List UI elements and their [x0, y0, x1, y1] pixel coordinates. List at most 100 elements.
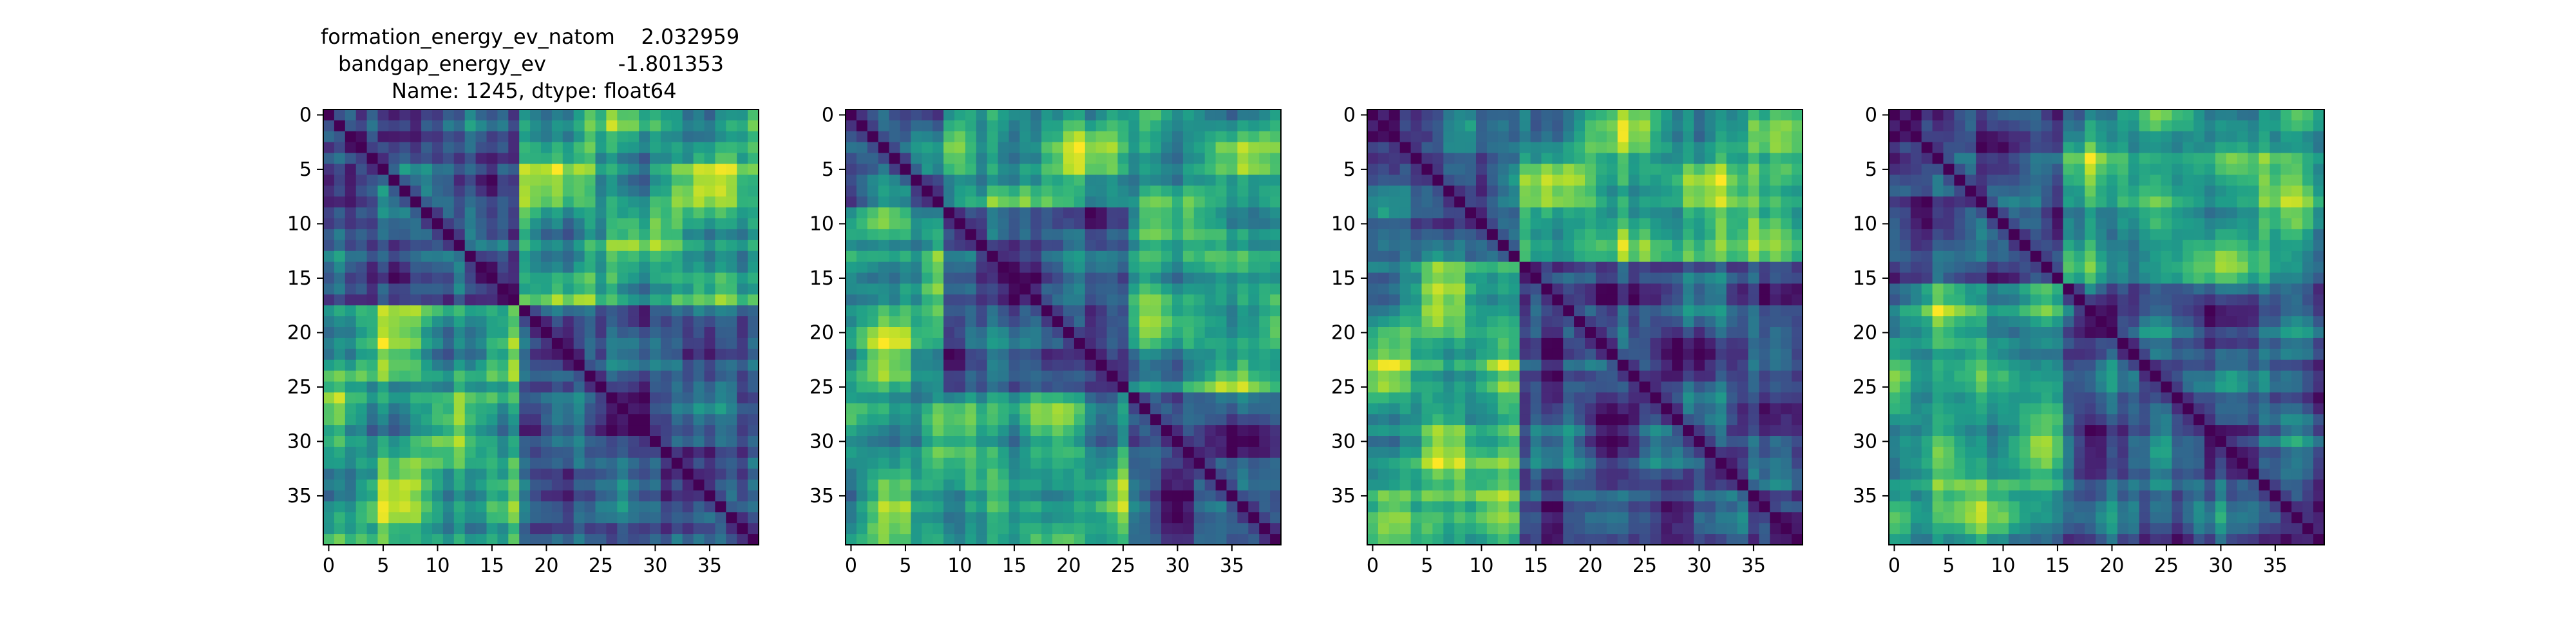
heatmap-cell — [726, 283, 737, 295]
heatmap-cell — [933, 337, 944, 350]
heatmap-cell — [954, 207, 966, 219]
heatmap-cell — [660, 501, 672, 513]
heatmap-cell — [1259, 370, 1271, 382]
heatmap-cell — [715, 294, 726, 306]
heatmap-cell — [345, 523, 357, 535]
heatmap-cell — [1770, 229, 1781, 241]
heatmap-cell — [1150, 294, 1162, 306]
heatmap-cell — [323, 490, 335, 502]
heatmap-cell — [911, 283, 922, 295]
heatmap-cell — [464, 316, 477, 328]
heatmap-cell — [1399, 316, 1412, 328]
heatmap-cell — [639, 153, 650, 164]
heatmap-cell — [1388, 185, 1401, 197]
heatmap-cell — [1639, 153, 1651, 164]
heatmap-cell — [1486, 381, 1499, 393]
heatmap-cell — [1628, 196, 1640, 208]
heatmap-cell — [748, 425, 759, 437]
heatmap-cell — [1270, 240, 1282, 252]
heatmap-cell — [2107, 109, 2118, 121]
heatmap-cell — [693, 109, 705, 121]
heatmap-cell — [954, 425, 966, 437]
heatmap-cell — [1672, 403, 1683, 415]
heatmap-cell — [442, 479, 455, 491]
heatmap-cell — [1106, 381, 1118, 393]
heatmap-cell — [1497, 359, 1510, 372]
heatmap-cell — [726, 523, 737, 535]
heatmap-cell — [1715, 283, 1727, 295]
heatmap-cell — [1726, 501, 1738, 513]
heatmap-cell — [366, 403, 378, 415]
heatmap-cell — [1259, 251, 1271, 263]
heatmap-cell — [704, 327, 715, 339]
heatmap-cell — [562, 251, 574, 263]
heatmap-cell — [399, 479, 411, 491]
heatmap-cell — [1617, 164, 1629, 175]
heatmap-cell — [889, 196, 900, 208]
heatmap-cell — [693, 468, 705, 480]
heatmap-cell — [1476, 512, 1488, 524]
heatmap-cell — [334, 261, 346, 273]
heatmap-cell — [1519, 446, 1531, 459]
heatmap-cell — [606, 523, 618, 535]
heatmap-cell — [846, 479, 857, 491]
heatmap-cell — [1715, 534, 1727, 545]
heatmap-cell — [1259, 305, 1271, 317]
heatmap-cell — [1672, 523, 1683, 535]
heatmap-cell — [965, 337, 977, 350]
heatmap-cell — [1204, 425, 1217, 437]
heatmap-cell — [595, 120, 607, 132]
heatmap-cell — [1052, 414, 1064, 426]
heatmap-cell — [1781, 523, 1792, 535]
heatmap-cell — [377, 425, 389, 437]
heatmap-cell — [1715, 196, 1727, 208]
heatmap-cell — [1943, 131, 1955, 143]
heatmap-cell — [1770, 457, 1781, 469]
heatmap-cell — [388, 272, 400, 284]
heatmap-cell — [650, 436, 661, 448]
heatmap-cell — [388, 261, 400, 273]
heatmap-cell — [628, 120, 639, 132]
heatmap-cell — [965, 175, 977, 186]
heatmap-cell — [737, 153, 748, 164]
heatmap-cell — [715, 109, 726, 121]
heatmap-cell — [464, 261, 477, 273]
heatmap-cell — [345, 436, 357, 448]
heatmap-cell — [1552, 305, 1564, 317]
heatmap-cell — [1563, 196, 1575, 208]
heatmap-cell — [900, 414, 911, 426]
heatmap-cell — [1748, 468, 1759, 480]
heatmap-cell — [1139, 109, 1151, 121]
heatmap-cell — [1367, 512, 1379, 524]
heatmap-cell — [1204, 131, 1217, 143]
heatmap-cell — [1454, 523, 1466, 535]
heatmap-cell — [1009, 153, 1020, 164]
heatmap-cell — [856, 272, 868, 284]
heatmap-cell — [867, 109, 879, 121]
heatmap-cell — [1204, 251, 1217, 263]
heatmap-cell — [628, 207, 639, 219]
heatmap-cell — [889, 240, 900, 252]
heatmap-cell — [410, 479, 422, 491]
heatmap-cell — [1084, 196, 1097, 208]
heatmap-cell — [1737, 381, 1748, 393]
heatmap-cell — [1595, 185, 1607, 197]
heatmap-cell — [1443, 512, 1455, 524]
heatmap-cell — [1639, 512, 1651, 524]
heatmap-cell — [1150, 479, 1162, 491]
heatmap-cell — [1519, 164, 1531, 175]
heatmap-cell — [1399, 207, 1412, 219]
heatmap-cell — [1150, 240, 1162, 252]
heatmap-cell — [1019, 196, 1031, 208]
heatmap-cell — [410, 218, 422, 230]
heatmap-cell — [1748, 131, 1759, 143]
heatmap-cell — [1770, 337, 1781, 350]
heatmap-cell — [639, 392, 650, 404]
heatmap-cell — [1541, 294, 1553, 306]
heatmap-cell — [1161, 414, 1173, 426]
heatmap-cell — [1574, 512, 1586, 524]
heatmap-cell — [1421, 490, 1433, 502]
heatmap-cell — [1639, 501, 1651, 513]
heatmap-cell — [551, 185, 564, 197]
heatmap-cell — [1128, 120, 1140, 132]
